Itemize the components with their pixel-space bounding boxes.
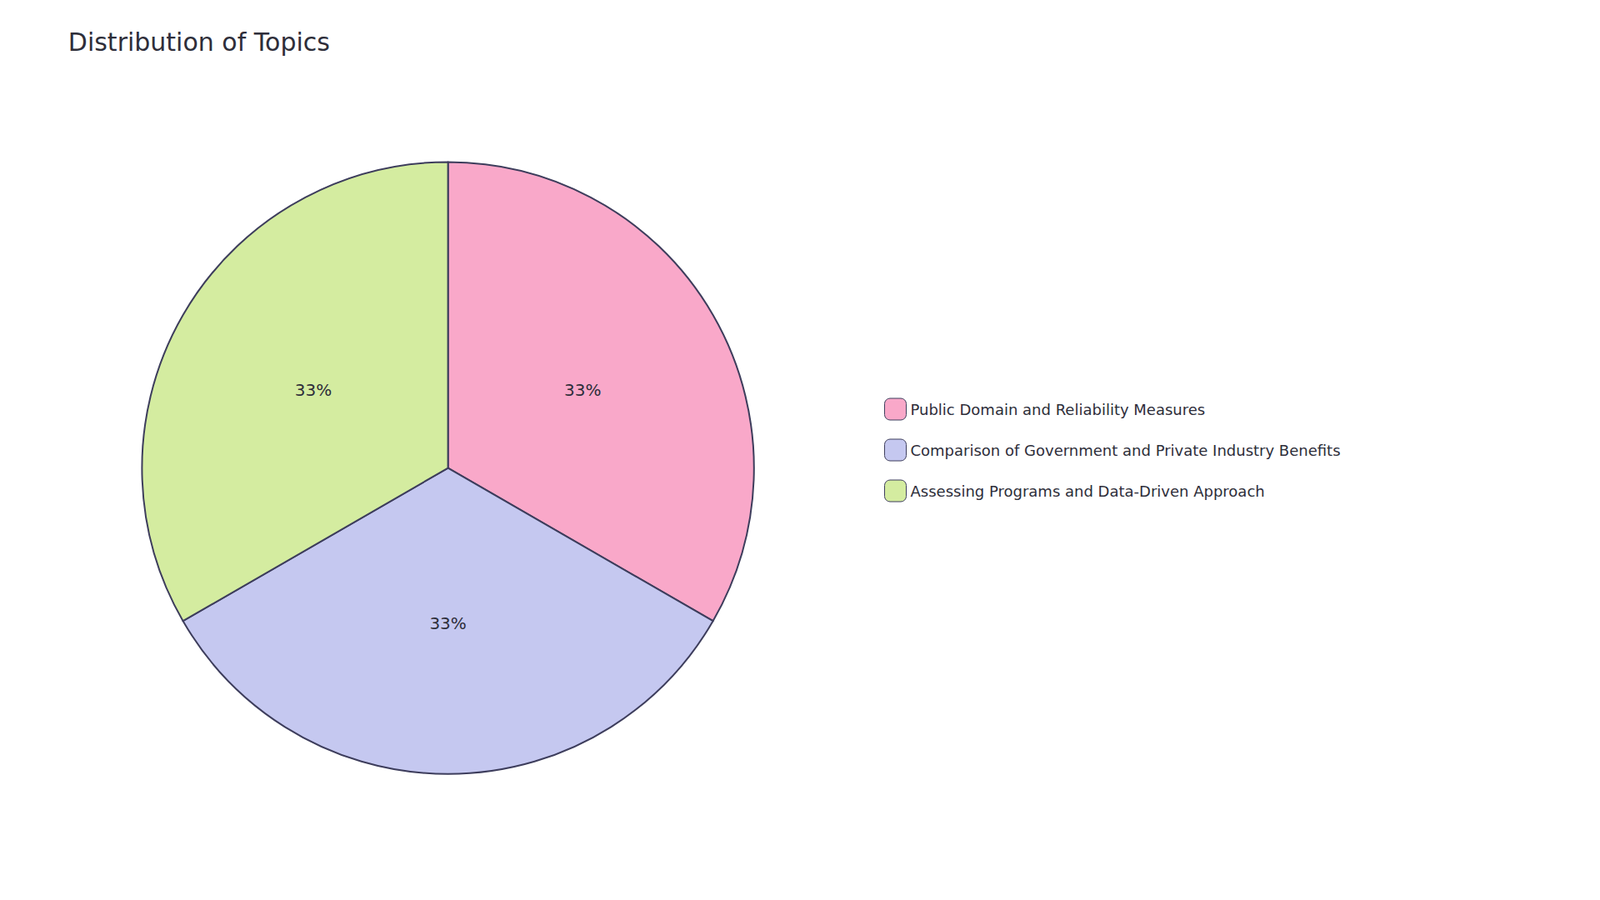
- svg-text:Comparison of Government and P: Comparison of Government and Private Ind…: [910, 441, 1341, 460]
- svg-text:Assessing Programs and Data-Dr: Assessing Programs and Data-Driven Appro…: [910, 482, 1265, 500]
- svg-text:Public Domain and Reliability: Public Domain and Reliability Measures: [910, 400, 1206, 419]
- svg-text:33%: 33%: [564, 380, 601, 400]
- svg-text:33%: 33%: [429, 613, 466, 634]
- svg-text:33%: 33%: [295, 380, 332, 400]
- svg-text:Distribution of Topics: Distribution of Topics: [68, 27, 330, 57]
